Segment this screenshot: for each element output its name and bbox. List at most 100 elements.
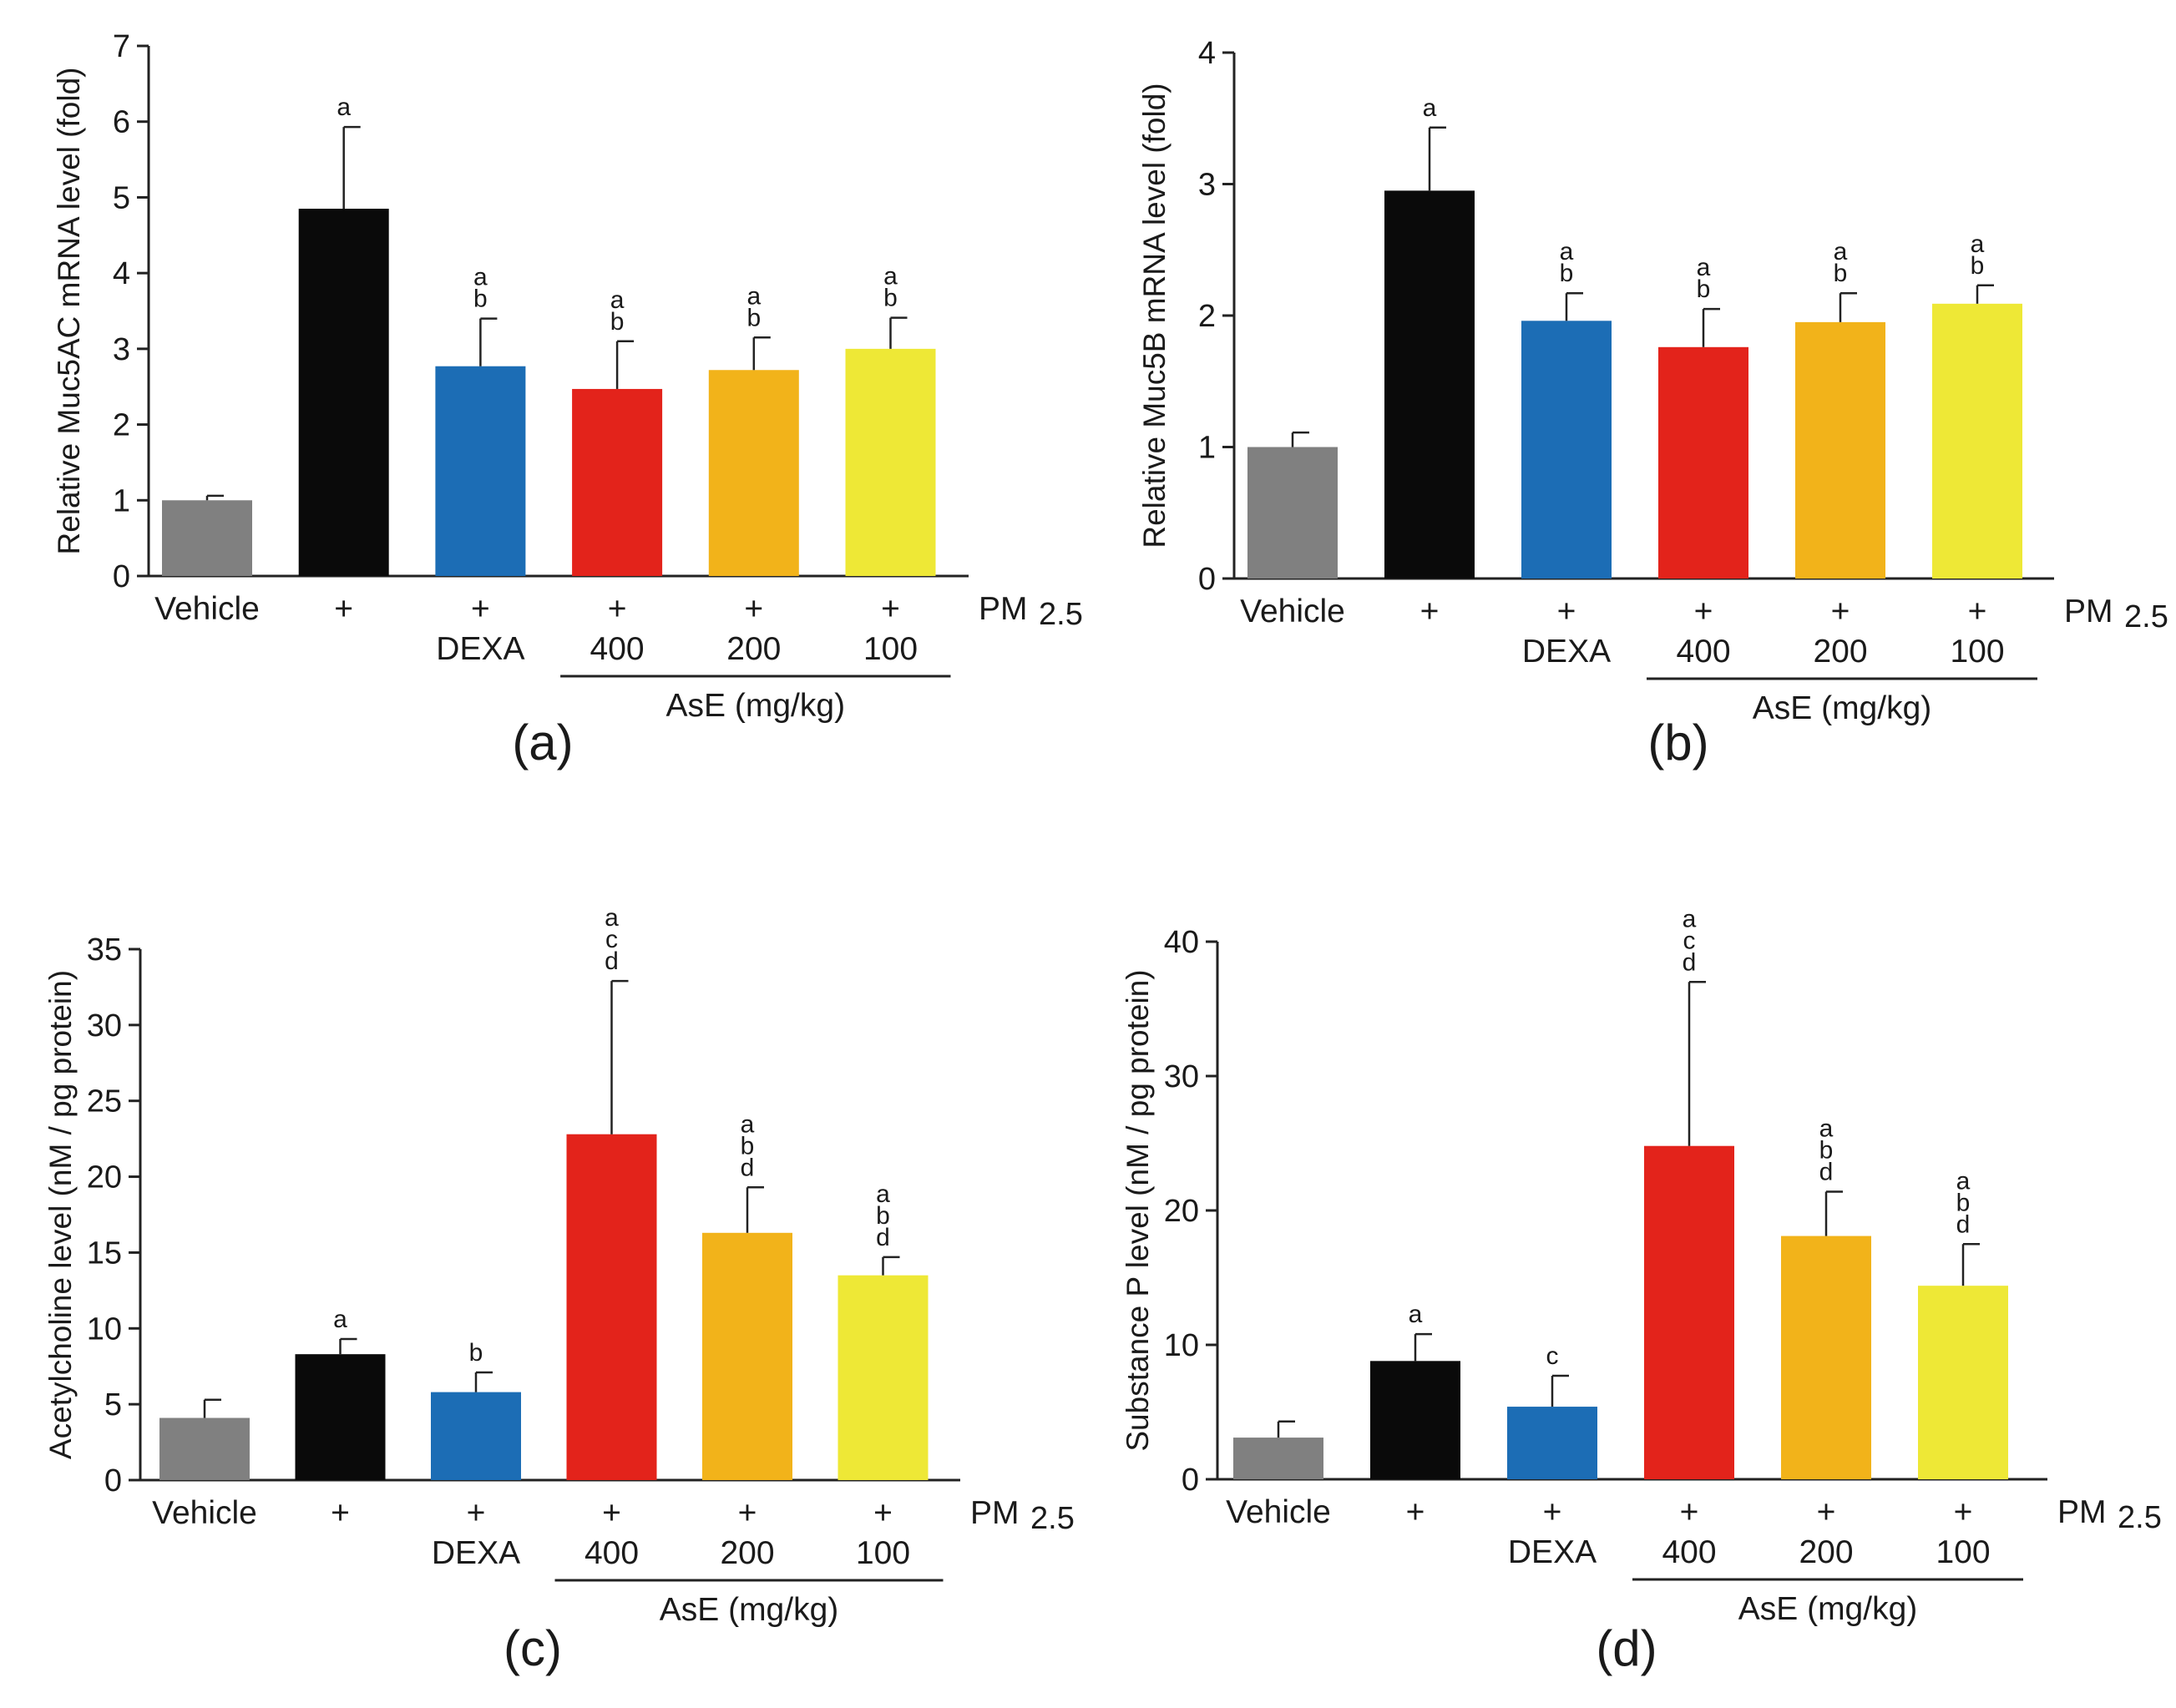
x-row1-label: + xyxy=(744,591,763,627)
y-tick-label: 30 xyxy=(1164,1059,1199,1094)
significance-label: a xyxy=(1423,94,1437,122)
x-row2-label: 200 xyxy=(720,1535,774,1571)
significance-label: a xyxy=(610,286,625,314)
y-tick-label: 15 xyxy=(87,1236,122,1271)
x-row1-label: + xyxy=(334,591,353,627)
bar-5 xyxy=(838,1275,929,1480)
x-row1-label: + xyxy=(738,1495,757,1531)
y-tick-label: 6 xyxy=(113,105,130,140)
x-row1-label: + xyxy=(881,591,900,627)
y-tick-label: 2 xyxy=(1198,299,1216,334)
significance-label: a xyxy=(746,282,761,310)
y-tick-label: 1 xyxy=(113,483,130,518)
x-row2-label: 200 xyxy=(726,631,781,667)
y-tick-label: 5 xyxy=(113,180,130,215)
panel-label: (b) xyxy=(1647,715,1708,771)
bar-0 xyxy=(1233,1438,1323,1479)
significance-label: b xyxy=(1560,260,1574,287)
significance-label: d xyxy=(741,1154,755,1181)
bar-4 xyxy=(1781,1236,1871,1479)
significance-label: b xyxy=(1971,252,1985,280)
x-row1-label: + xyxy=(1420,594,1440,629)
y-tick-label: 5 xyxy=(104,1387,122,1422)
significance-label: b xyxy=(883,285,898,312)
significance-label: b xyxy=(610,308,625,336)
bar-4 xyxy=(702,1232,792,1480)
y-tick-label: 1 xyxy=(1198,431,1216,466)
y-tick-label: 0 xyxy=(113,559,130,594)
bar-4 xyxy=(1795,321,1885,579)
x-row2-label: 200 xyxy=(1799,1534,1853,1570)
bar-5 xyxy=(1918,1286,2008,1479)
bar-2 xyxy=(431,1392,521,1480)
bar-1 xyxy=(298,209,389,577)
x-row1-label: + xyxy=(1954,1494,1973,1530)
x-row1-label: + xyxy=(331,1495,350,1531)
significance-label: b xyxy=(473,286,488,313)
y-tick-label: 4 xyxy=(113,256,130,291)
panel-label: (d) xyxy=(1596,1620,1657,1676)
bar-3 xyxy=(566,1134,657,1480)
significance-label: a xyxy=(1971,230,1985,258)
pm-subscript: 2.5 xyxy=(1030,1501,1075,1536)
significance-label: a xyxy=(337,93,351,121)
x-row1-label: Vehicle xyxy=(1240,594,1345,629)
y-axis-title: Acetylcholine level (nM / pg protein) xyxy=(43,970,78,1459)
x-row2-label: 200 xyxy=(1813,634,1867,670)
bar-1 xyxy=(1384,190,1475,579)
y-tick-label: 35 xyxy=(87,932,122,968)
pm-subscript: 2.5 xyxy=(2118,1500,2162,1535)
significance-label: b xyxy=(741,1132,755,1160)
x-row2-label: DEXA xyxy=(1522,634,1611,670)
bar-5 xyxy=(1932,303,2022,579)
pm-label: PM xyxy=(970,1495,1020,1531)
pm-label: PM xyxy=(2064,594,2113,629)
x-row2-label: 400 xyxy=(1676,634,1730,670)
significance-label: c xyxy=(1546,1342,1559,1370)
significance-label: c xyxy=(1683,927,1696,954)
panel-label: (c) xyxy=(504,1620,562,1676)
significance-label: c xyxy=(605,926,618,953)
x-row1-label: Vehicle xyxy=(154,591,260,627)
significance-label: b xyxy=(1697,275,1711,303)
x-row1-label: + xyxy=(873,1495,893,1531)
chart-panel-d: 0 10 20 30 40 Substance P level (nM / pg prot… xyxy=(1121,905,2162,1676)
x-row1-label: + xyxy=(1831,594,1850,629)
y-tick-label: 10 xyxy=(1164,1328,1199,1363)
bar-1 xyxy=(295,1354,386,1480)
pm-subscript: 2.5 xyxy=(1039,597,1083,632)
significance-label: b xyxy=(876,1202,890,1230)
y-tick-label: 30 xyxy=(87,1008,122,1043)
pm-label: PM xyxy=(979,591,1028,627)
y-tick-label: 0 xyxy=(1198,562,1216,597)
bar-4 xyxy=(708,370,799,576)
significance-label: b xyxy=(1956,1189,1971,1216)
x-row1-label: + xyxy=(467,1495,486,1531)
chart-panel-b: 0 1 2 3 4 Relative Muc5B mRNA level (fold) Veh… xyxy=(1137,36,2168,771)
significance-label: d xyxy=(1819,1158,1834,1185)
panel-label: (a) xyxy=(512,715,573,771)
chart-panel-c: 0 5 10 15 20 25 30 35 Acetylcholine level (nM / … xyxy=(43,904,1075,1676)
significance-label: b xyxy=(1834,260,1848,287)
x-row1-label: Vehicle xyxy=(1226,1494,1331,1530)
significance-label: d xyxy=(605,947,619,975)
y-tick-label: 2 xyxy=(113,408,130,443)
x-row1-label: + xyxy=(1817,1494,1836,1530)
x-row2-label: 100 xyxy=(1950,634,2004,670)
ase-group-label: AsE (mg/kg) xyxy=(1753,690,1932,726)
pm-subscript: 2.5 xyxy=(2124,599,2168,634)
y-tick-label: 40 xyxy=(1164,925,1199,960)
bar-5 xyxy=(845,348,936,576)
x-row1-label: + xyxy=(602,1495,621,1531)
bar-2 xyxy=(435,366,526,576)
ase-group-label: AsE (mg/kg) xyxy=(1738,1591,1918,1627)
bar-1 xyxy=(1370,1361,1460,1479)
significance-label: a xyxy=(1834,238,1848,265)
significance-label: a xyxy=(1819,1114,1834,1142)
significance-label: a xyxy=(883,263,898,291)
x-row2-label: DEXA xyxy=(432,1535,520,1571)
significance-label: a xyxy=(1956,1167,1971,1195)
significance-label: b xyxy=(746,304,761,331)
y-axis-title: Relative Muc5B mRNA level (fold) xyxy=(1137,83,1171,548)
significance-label: a xyxy=(741,1110,755,1138)
